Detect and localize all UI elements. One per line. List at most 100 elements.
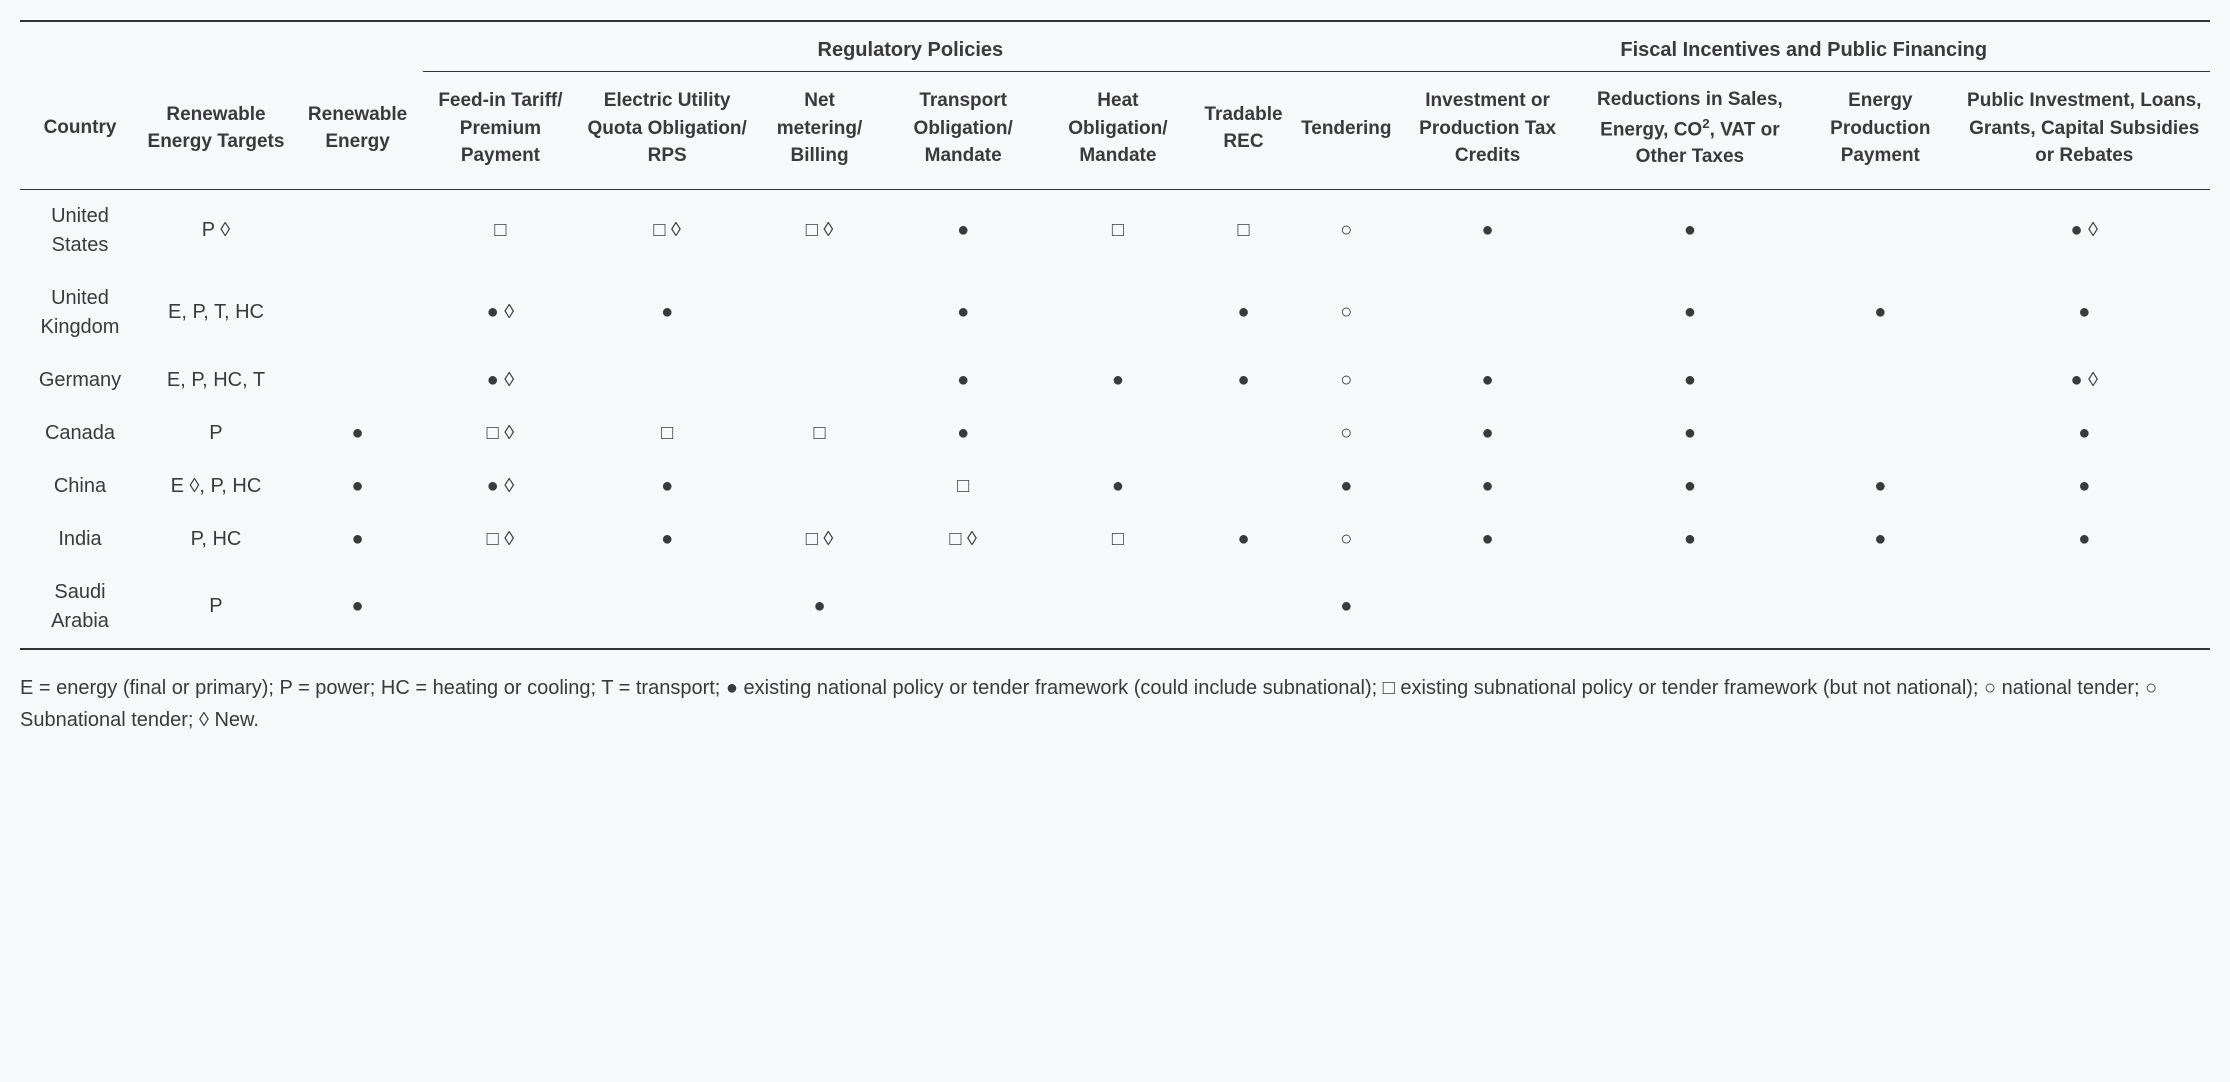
cell-transport: ● bbox=[882, 272, 1043, 354]
cell-renewable bbox=[292, 189, 423, 272]
cell-tendering: ○ bbox=[1295, 513, 1397, 566]
col-prod-pay: Energy Production Payment bbox=[1802, 72, 1958, 190]
table-row: GermanyE, P, HC, T● ◊●●●○●●● ◊ bbox=[20, 354, 2210, 407]
cell-net bbox=[757, 460, 883, 513]
cell-transport: ● bbox=[882, 354, 1043, 407]
cell-prod_pay bbox=[1802, 354, 1958, 407]
cell-tendering: ○ bbox=[1295, 189, 1397, 272]
col-targets: Renewable Energy Targets bbox=[140, 72, 292, 190]
cell-quota: ● bbox=[578, 272, 757, 354]
cell-quota: ● bbox=[578, 460, 757, 513]
legend-text: E = energy (final or primary); P = power… bbox=[20, 672, 2210, 736]
cell-country: China bbox=[20, 460, 140, 513]
table-row: IndiaP, HC●□ ◊●□ ◊□ ◊□●○●●●● bbox=[20, 513, 2210, 566]
cell-feed_in: ● ◊ bbox=[423, 460, 578, 513]
cell-investment: ● bbox=[1398, 407, 1578, 460]
cell-heat bbox=[1044, 407, 1192, 460]
group-blank bbox=[20, 21, 423, 72]
cell-public_inv: ● ◊ bbox=[1958, 189, 2210, 272]
cell-targets: E, P, HC, T bbox=[140, 354, 292, 407]
cell-transport: □ bbox=[882, 460, 1043, 513]
cell-quota: ● bbox=[578, 513, 757, 566]
cell-reductions: ● bbox=[1578, 189, 1802, 272]
col-net: Net metering/ Billing bbox=[757, 72, 883, 190]
cell-feed_in: □ ◊ bbox=[423, 513, 578, 566]
table-row: CanadaP●□ ◊□□●○●●● bbox=[20, 407, 2210, 460]
cell-prod_pay bbox=[1802, 566, 1958, 649]
cell-targets: P ◊ bbox=[140, 189, 292, 272]
cell-heat: ● bbox=[1044, 460, 1192, 513]
cell-heat: □ bbox=[1044, 513, 1192, 566]
cell-feed_in: □ bbox=[423, 189, 578, 272]
cell-net: □ ◊ bbox=[757, 189, 883, 272]
cell-renewable bbox=[292, 272, 423, 354]
cell-public_inv: ● bbox=[1958, 272, 2210, 354]
cell-prod_pay: ● bbox=[1802, 272, 1958, 354]
col-renewable: Renewable Energy bbox=[292, 72, 423, 190]
cell-renewable: ● bbox=[292, 407, 423, 460]
cell-investment: ● bbox=[1398, 354, 1578, 407]
cell-net bbox=[757, 272, 883, 354]
cell-country: Germany bbox=[20, 354, 140, 407]
cell-targets: P, HC bbox=[140, 513, 292, 566]
table-container: Regulatory Policies Fiscal Incentives an… bbox=[20, 20, 2210, 736]
cell-public_inv: ● ◊ bbox=[1958, 354, 2210, 407]
cell-reductions: ● bbox=[1578, 460, 1802, 513]
cell-rec: □ bbox=[1192, 189, 1295, 272]
col-reductions-sup: 2 bbox=[1702, 116, 1709, 131]
cell-heat bbox=[1044, 272, 1192, 354]
cell-targets: P bbox=[140, 407, 292, 460]
cell-targets: E ◊, P, HC bbox=[140, 460, 292, 513]
cell-reductions: ● bbox=[1578, 354, 1802, 407]
cell-quota bbox=[578, 566, 757, 649]
table-row: United KingdomE, P, T, HC● ◊●●●○●●● bbox=[20, 272, 2210, 354]
cell-prod_pay bbox=[1802, 407, 1958, 460]
cell-country: United States bbox=[20, 189, 140, 272]
col-public-inv: Public Investment, Loans, Grants, Capita… bbox=[1958, 72, 2210, 190]
cell-renewable bbox=[292, 354, 423, 407]
col-transport: Transport Obligation/ Mandate bbox=[882, 72, 1043, 190]
cell-investment bbox=[1398, 272, 1578, 354]
cell-investment: ● bbox=[1398, 189, 1578, 272]
cell-tendering: ○ bbox=[1295, 272, 1397, 354]
cell-heat: □ bbox=[1044, 189, 1192, 272]
cell-transport bbox=[882, 566, 1043, 649]
cell-rec: ● bbox=[1192, 513, 1295, 566]
cell-net: □ bbox=[757, 407, 883, 460]
cell-reductions: ● bbox=[1578, 513, 1802, 566]
cell-public_inv bbox=[1958, 566, 2210, 649]
cell-heat bbox=[1044, 566, 1192, 649]
col-heat: Heat Obligation/ Mandate bbox=[1044, 72, 1192, 190]
col-investment: Investment or Production Tax Credits bbox=[1398, 72, 1578, 190]
cell-public_inv: ● bbox=[1958, 513, 2210, 566]
cell-reductions: ● bbox=[1578, 272, 1802, 354]
table-row: ChinaE ◊, P, HC●● ◊●□●●●●●● bbox=[20, 460, 2210, 513]
table-body: United StatesP ◊□□ ◊□ ◊●□□○●●● ◊United K… bbox=[20, 189, 2210, 649]
cell-investment: ● bbox=[1398, 513, 1578, 566]
cell-tendering: ○ bbox=[1295, 407, 1397, 460]
cell-investment bbox=[1398, 566, 1578, 649]
cell-quota: □ ◊ bbox=[578, 189, 757, 272]
table-row: Saudi ArabiaP●●● bbox=[20, 566, 2210, 649]
cell-targets: P bbox=[140, 566, 292, 649]
cell-net bbox=[757, 354, 883, 407]
col-country: Country bbox=[20, 72, 140, 190]
cell-quota: □ bbox=[578, 407, 757, 460]
cell-quota bbox=[578, 354, 757, 407]
cell-transport: □ ◊ bbox=[882, 513, 1043, 566]
cell-tendering: ● bbox=[1295, 566, 1397, 649]
cell-feed_in bbox=[423, 566, 578, 649]
column-header-row: Country Renewable Energy Targets Renewab… bbox=[20, 72, 2210, 190]
cell-tendering: ● bbox=[1295, 460, 1397, 513]
group-fiscal: Fiscal Incentives and Public Financing bbox=[1398, 21, 2211, 72]
cell-country: Saudi Arabia bbox=[20, 566, 140, 649]
cell-renewable: ● bbox=[292, 513, 423, 566]
cell-public_inv: ● bbox=[1958, 460, 2210, 513]
cell-country: United Kingdom bbox=[20, 272, 140, 354]
cell-rec: ● bbox=[1192, 354, 1295, 407]
cell-renewable: ● bbox=[292, 460, 423, 513]
table-row: United StatesP ◊□□ ◊□ ◊●□□○●●● ◊ bbox=[20, 189, 2210, 272]
col-rec: Tradable REC bbox=[1192, 72, 1295, 190]
cell-feed_in: □ ◊ bbox=[423, 407, 578, 460]
cell-reductions bbox=[1578, 566, 1802, 649]
